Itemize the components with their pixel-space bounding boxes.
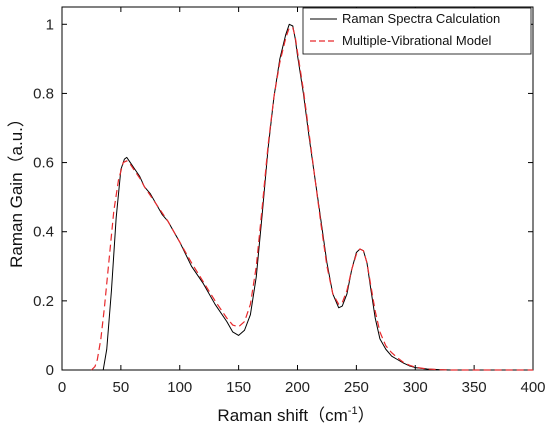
y-tick-label: 1 (46, 16, 54, 33)
x-tick-label: 350 (462, 379, 487, 396)
legend-label-raman-spectra: Raman Spectra Calculation (342, 11, 500, 26)
y-tick-label: 0.8 (33, 85, 54, 102)
plot-area (61, 6, 534, 371)
x-tick-label: 150 (226, 379, 251, 396)
y-tick-label: 0.2 (33, 293, 54, 310)
legend-label-multiple-vibrational: Multiple-Vibrational Model (342, 33, 491, 48)
series-layer (91, 23, 533, 371)
x-axis-label-superscript: -1 (348, 405, 358, 417)
x-tick-label: 50 (113, 379, 130, 396)
series-line-multiple-vibrational (91, 27, 533, 371)
x-tick-label: 250 (344, 379, 369, 396)
legend-box (302, 7, 532, 55)
x-axis-label-main: Raman shift（cm (217, 406, 347, 425)
x-tick-label: 0 (58, 379, 66, 396)
x-tick-label: 400 (520, 379, 545, 396)
legend: Raman Spectra Calculation Multiple-Vibra… (302, 7, 532, 55)
y-tick-label: 0.4 (33, 224, 54, 241)
x-axis-label-close: ） (358, 406, 375, 425)
y-tick-label: 0.6 (33, 155, 54, 172)
x-axis-ticks: 0 50 100 150 200 250 300 350 400 (58, 7, 546, 396)
x-tick-label: 200 (285, 379, 310, 396)
y-tick-label: 0 (46, 362, 54, 379)
y-axis-ticks: 0 0.2 0.4 0.6 0.8 1 (33, 16, 533, 379)
y-axis-label: Raman Gain（a.u.） (7, 110, 26, 268)
x-tick-label: 100 (167, 379, 192, 396)
x-tick-label: 300 (403, 379, 428, 396)
x-axis-label: Raman shift（cm-1） (217, 405, 374, 425)
